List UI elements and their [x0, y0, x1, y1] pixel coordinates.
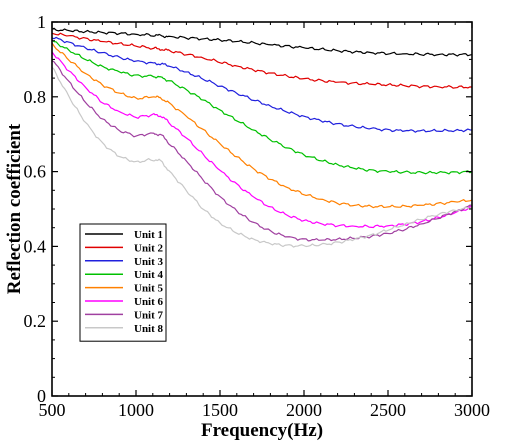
x-tick-label: 3000: [454, 400, 490, 420]
x-axis-title: Frequency(Hz): [201, 420, 323, 441]
x-tick-label: 2000: [286, 400, 322, 420]
y-tick-label: 0.4: [24, 236, 47, 256]
series-line-unit-2: [51, 32, 473, 89]
legend-label-unit-6: Unit 6: [134, 296, 164, 308]
y-tick-label: 0.8: [24, 87, 47, 107]
x-tick-label: 2500: [370, 400, 406, 420]
series-line-unit-6: [51, 51, 473, 229]
y-tick-label: 0.6: [24, 162, 47, 182]
legend-label-unit-3: Unit 3: [134, 256, 164, 268]
y-axis-title: Reflection coefficient: [4, 123, 25, 294]
tick-layer: 500 1000 1500 2000 2500 3000 0 0.2 0.4 0.6 0.8 1: [24, 12, 491, 420]
legend-label-unit-4: Unit 4: [134, 269, 164, 281]
series-line-unit-8: [51, 66, 473, 248]
legend-label-unit-8: Unit 8: [134, 323, 164, 335]
series-line-unit-4: [51, 39, 473, 175]
legend-label-unit-1: Unit 1: [134, 229, 163, 241]
y-tick-label: 0.2: [24, 311, 47, 331]
legend-label-unit-7: Unit 7: [134, 309, 164, 321]
x-tick-label: 1000: [118, 400, 154, 420]
legend-label-unit-5: Unit 5: [134, 283, 164, 295]
x-tick-label: 1500: [202, 400, 238, 420]
series-layer: [51, 27, 473, 248]
y-tick-label: 1: [37, 12, 46, 32]
legend-box: [79, 223, 167, 342]
series-line-unit-7: [51, 60, 473, 242]
series-line-unit-1: [51, 27, 473, 57]
series-line-unit-3: [51, 36, 473, 133]
series-line-unit-5: [51, 42, 473, 209]
x-tick-label: 500: [39, 400, 66, 420]
legend-label-unit-2: Unit 2: [134, 242, 164, 254]
y-tick-label: 0: [37, 386, 46, 406]
